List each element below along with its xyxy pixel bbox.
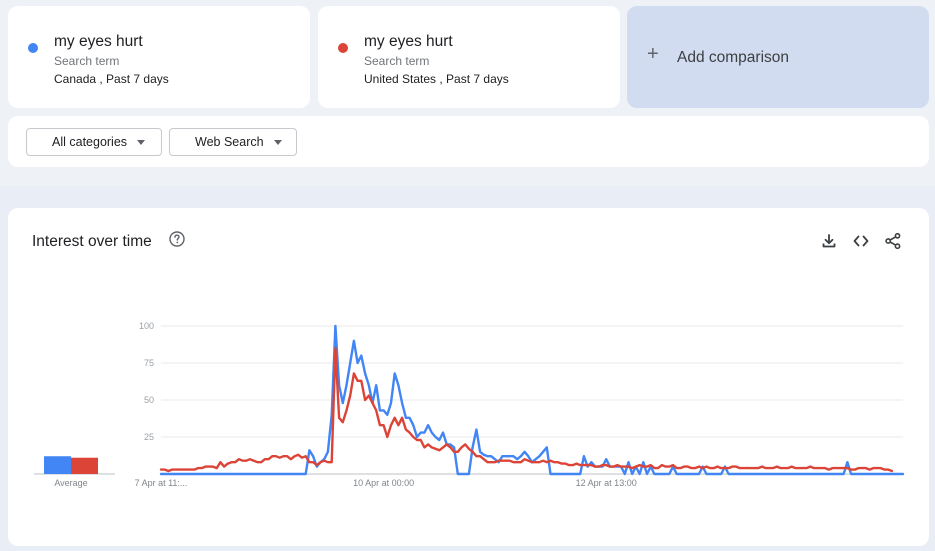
search-term-scope[interactable]: Canada , Past 7 days (54, 72, 169, 86)
search-term-name[interactable]: my eyes hurt (364, 33, 453, 50)
download-icon[interactable] (820, 232, 838, 250)
y-tick-label: 25 (144, 432, 154, 442)
x-tick-label: 12 Apr at 13:00 (576, 478, 637, 488)
search-term-card-us[interactable]: my eyes hurt Search term United States ,… (318, 6, 620, 108)
search-term-type: Search term (54, 54, 120, 68)
y-tick-label: 75 (144, 358, 154, 368)
category-dropdown[interactable]: All categories (26, 128, 162, 156)
caret-down-icon (273, 139, 282, 145)
search-type-dropdown[interactable]: Web Search (169, 128, 297, 156)
search-term-name[interactable]: my eyes hurt (54, 33, 143, 50)
average-label: Average (54, 478, 87, 488)
search-term-type: Search term (364, 54, 430, 68)
search-term-card-canada[interactable]: my eyes hurt Search term Canada , Past 7… (8, 6, 310, 108)
x-tick-label: 10 Apr at 00:00 (353, 478, 414, 488)
plus-icon: + (647, 43, 659, 65)
filter-bar: All categories Web Search (8, 116, 929, 167)
share-icon[interactable] (884, 232, 902, 250)
average-bar (44, 456, 71, 474)
chart-title: Interest over time (32, 233, 152, 250)
add-comparison-label: Add comparison (677, 49, 790, 66)
add-comparison-button[interactable]: + Add comparison (627, 6, 929, 108)
y-tick-label: 50 (144, 395, 154, 405)
category-dropdown-label: All categories (52, 135, 128, 149)
average-bar (71, 457, 98, 474)
series-color-dot-red (338, 43, 348, 53)
search-type-dropdown-label: Web Search (195, 135, 264, 149)
series-line (159, 346, 894, 473)
interest-over-time-card: Interest over time 100 75 50 25 7 Apr at 11:… (8, 208, 929, 546)
x-tick-label: 7 Apr at 11:... (135, 478, 188, 488)
embed-icon[interactable] (852, 232, 870, 250)
help-icon[interactable] (169, 231, 185, 247)
caret-down-icon (137, 139, 146, 145)
series-color-dot-blue (28, 43, 38, 53)
y-tick-label: 100 (139, 321, 154, 331)
interest-chart: 100 75 50 25 7 Apr at 11:... 10 Apr at 00:00 1… (34, 321, 905, 488)
search-term-scope[interactable]: United States , Past 7 days (364, 72, 509, 86)
